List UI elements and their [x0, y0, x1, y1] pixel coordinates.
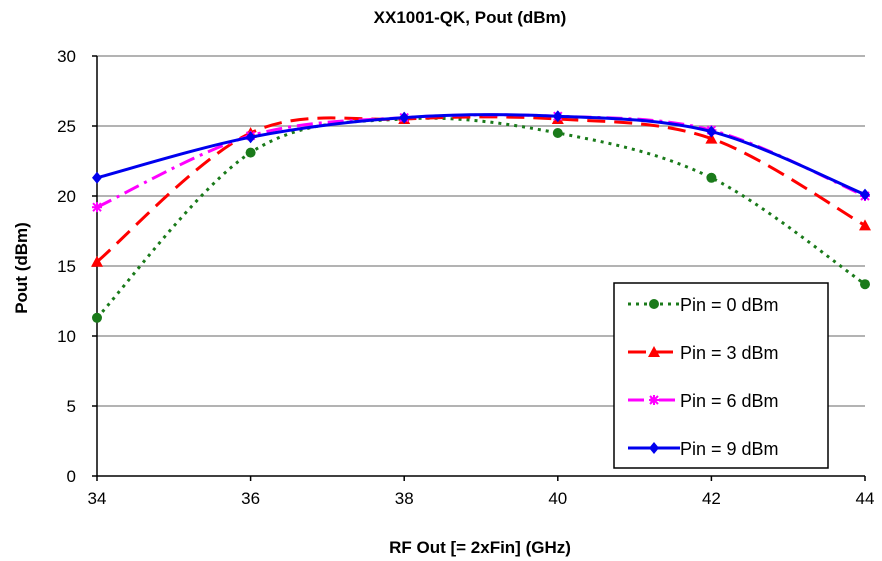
chart-title: XX1001-QK, Pout (dBm): [374, 8, 567, 27]
data-point-3-3: [552, 110, 563, 123]
series-layer: [91, 110, 871, 323]
legend-entry-3: Pin = 9 dBm: [628, 439, 779, 459]
legend-marker-0: [649, 299, 659, 309]
x-tick-label-3: 40: [548, 489, 567, 508]
y-axis-label: Pout (dBm): [12, 222, 31, 314]
data-point-3-5: [860, 188, 870, 201]
series-line-1: [96, 115, 866, 263]
legend-label-1: Pin = 3 dBm: [680, 343, 779, 363]
x-tick-label-1: 36: [241, 489, 260, 508]
legend-entry-1: Pin = 3 dBm: [628, 343, 779, 363]
legend-marker-1: [648, 346, 660, 357]
series-line-0: [95, 116, 866, 319]
x-tick-label-4: 42: [702, 489, 721, 508]
x-tick-label-5: 44: [856, 489, 875, 508]
legend-marker-2: [649, 395, 659, 405]
x-tick-label-0: 34: [88, 489, 107, 508]
y-tick-label-6: 30: [57, 47, 76, 66]
data-point-1-5: [859, 219, 871, 231]
y-tick-label-4: 20: [57, 187, 76, 206]
data-point-1-4: [705, 132, 718, 144]
legend-label-3: Pin = 9 dBm: [680, 439, 779, 459]
data-point-1-0: [91, 255, 103, 267]
x-tick-label-2: 38: [395, 489, 414, 508]
y-tick-label-1: 5: [67, 397, 76, 416]
y-tick-label-3: 15: [57, 257, 76, 276]
data-point-0-0: [92, 312, 102, 323]
legend: Pin = 0 dBm Pin = 3 dBm Pin = 6 dBm Pin = 9…: [613, 282, 829, 469]
legend-box: [613, 282, 829, 469]
data-point-0-1: [245, 147, 256, 158]
data-point-0-4: [706, 172, 717, 183]
legend-label-0: Pin = 0 dBm: [680, 295, 779, 315]
y-tick-label-0: 0: [67, 467, 76, 486]
x-axis-label: RF Out [= 2xFin] (GHz): [389, 538, 571, 557]
y-tick-label-5: 25: [57, 117, 76, 136]
legend-entry-2: Pin = 6 dBm: [628, 391, 779, 411]
data-point-3-4: [706, 125, 717, 138]
data-point-3-0: [92, 171, 102, 184]
ticks: 0 5 10 15 20 25 30 34 36 38 40 42 44: [57, 47, 874, 508]
series-line-2: [96, 113, 866, 209]
legend-marker-3: [649, 442, 659, 454]
data-point-3-1: [245, 131, 256, 144]
data-point-3-2: [399, 111, 410, 124]
legend-label-2: Pin = 6 dBm: [680, 391, 779, 411]
legend-entry-0: Pin = 0 dBm: [628, 295, 779, 315]
data-point-0-3: [552, 128, 563, 138]
series-3: [92, 110, 870, 201]
data-point-0-5: [860, 279, 870, 290]
data-point-2-0: [92, 202, 102, 213]
y-tick-label-2: 10: [57, 327, 76, 346]
series-line-3: [96, 113, 866, 196]
